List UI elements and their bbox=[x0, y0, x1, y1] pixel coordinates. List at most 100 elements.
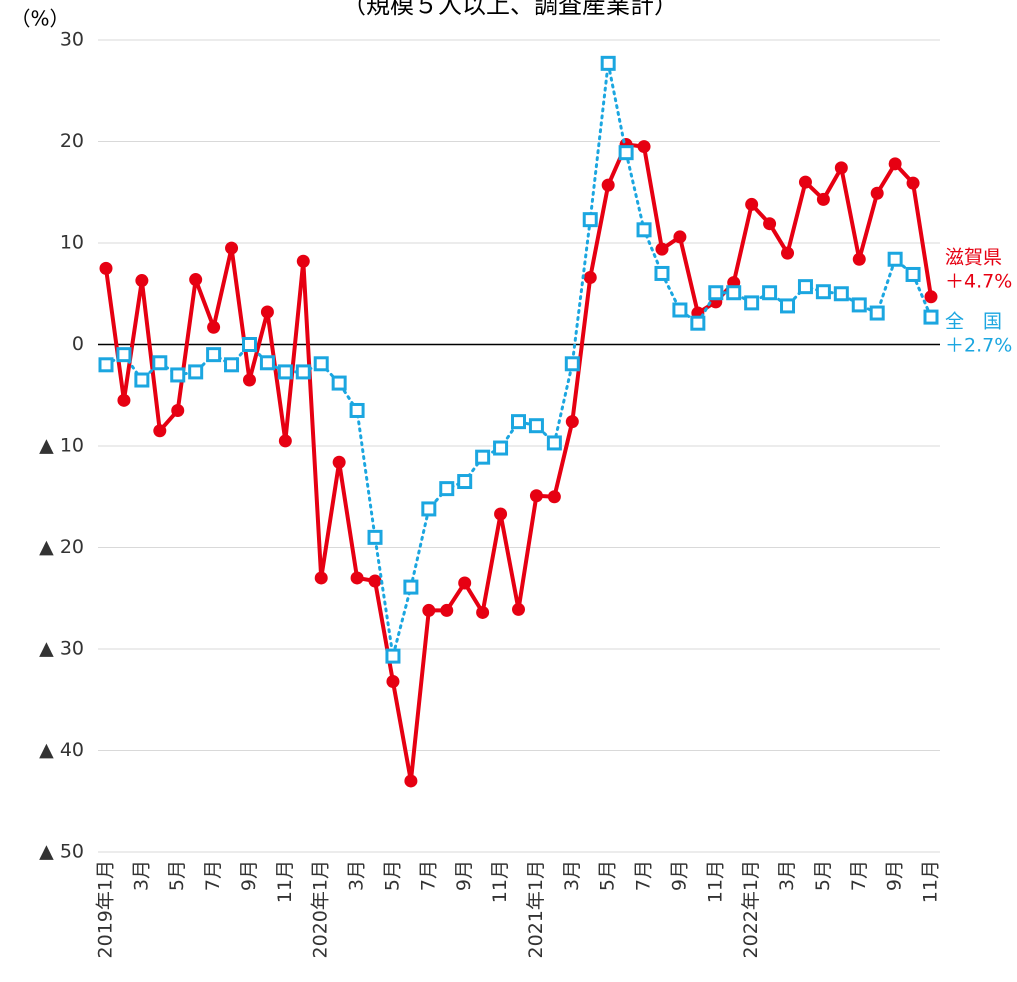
x-tick-label: 2021年1月 bbox=[525, 860, 547, 958]
point bbox=[295, 364, 311, 380]
point bbox=[869, 305, 885, 321]
point bbox=[403, 579, 419, 595]
point bbox=[331, 375, 347, 391]
y-tick-label: ▲ 50 bbox=[39, 841, 84, 863]
x-tick-label: 9月 bbox=[884, 860, 906, 891]
legend-label: 滋賀県 bbox=[945, 247, 1002, 269]
x-tick-label: 2022年1月 bbox=[740, 860, 762, 958]
point bbox=[170, 367, 186, 383]
point bbox=[117, 393, 131, 407]
x-tick-label: 5月 bbox=[166, 860, 188, 891]
point bbox=[152, 355, 168, 371]
point bbox=[564, 356, 580, 372]
point bbox=[905, 266, 921, 282]
point bbox=[547, 490, 561, 504]
point bbox=[296, 254, 310, 268]
point bbox=[404, 774, 418, 788]
point bbox=[726, 285, 742, 301]
point bbox=[763, 217, 777, 231]
series-annotation: ＋4.7% bbox=[945, 271, 1012, 293]
point bbox=[189, 273, 203, 287]
point bbox=[458, 576, 472, 590]
x-tick-label: 9月 bbox=[453, 860, 475, 891]
point bbox=[797, 279, 813, 295]
point bbox=[457, 474, 473, 490]
point bbox=[672, 302, 688, 318]
x-tick-label: 11月 bbox=[920, 860, 942, 903]
point bbox=[278, 434, 292, 448]
point bbox=[923, 309, 939, 325]
point bbox=[511, 414, 526, 430]
point bbox=[313, 356, 329, 372]
point bbox=[600, 55, 616, 71]
point bbox=[888, 157, 902, 171]
point bbox=[798, 175, 812, 189]
point bbox=[134, 372, 150, 388]
point bbox=[188, 364, 204, 380]
point bbox=[690, 315, 706, 331]
point bbox=[332, 455, 346, 469]
point bbox=[870, 186, 884, 200]
point bbox=[833, 286, 849, 302]
point bbox=[637, 140, 651, 154]
x-tick-label: 7月 bbox=[848, 860, 870, 891]
point bbox=[476, 605, 490, 619]
x-tick-label: 2020年1月 bbox=[310, 860, 332, 958]
x-tick-label: 3月 bbox=[561, 860, 583, 891]
point bbox=[618, 145, 634, 161]
point bbox=[781, 246, 795, 260]
point bbox=[277, 364, 293, 380]
point bbox=[350, 571, 364, 585]
y-tick-label: 10 bbox=[60, 232, 84, 254]
point bbox=[98, 357, 114, 373]
point bbox=[655, 242, 669, 256]
point bbox=[744, 295, 760, 311]
y-tick-label: 0 bbox=[72, 333, 84, 355]
point bbox=[475, 449, 491, 465]
point bbox=[887, 251, 903, 267]
x-tick-label: 3月 bbox=[346, 860, 368, 891]
point bbox=[314, 571, 328, 585]
point bbox=[439, 481, 455, 497]
point bbox=[546, 435, 562, 451]
x-tick-label: 7月 bbox=[202, 860, 224, 891]
point bbox=[116, 347, 132, 363]
point bbox=[385, 648, 401, 664]
x-tick-label: 5月 bbox=[381, 860, 403, 891]
point bbox=[852, 252, 866, 266]
point bbox=[924, 290, 938, 304]
point bbox=[673, 230, 687, 244]
x-tick-label: 3月 bbox=[130, 860, 152, 891]
point bbox=[225, 241, 239, 255]
point bbox=[762, 285, 778, 301]
x-tick-label: 11月 bbox=[704, 860, 726, 903]
point bbox=[386, 674, 400, 688]
point bbox=[816, 192, 830, 206]
point bbox=[582, 212, 598, 228]
point bbox=[708, 285, 724, 301]
point bbox=[206, 347, 222, 363]
point bbox=[906, 176, 920, 190]
point bbox=[565, 415, 579, 429]
point bbox=[207, 320, 221, 334]
point bbox=[242, 373, 256, 387]
point bbox=[834, 161, 848, 175]
point bbox=[512, 602, 525, 616]
point bbox=[260, 305, 274, 319]
series-annotation: ＋2.7% bbox=[945, 335, 1012, 357]
legend-label: 全 国 bbox=[945, 311, 1002, 333]
x-tick-label: 11月 bbox=[274, 860, 296, 903]
x-tick-label: 7月 bbox=[417, 860, 439, 891]
point bbox=[601, 178, 615, 192]
x-tick-label: 2019年1月 bbox=[95, 860, 117, 958]
point bbox=[349, 402, 365, 418]
point bbox=[440, 603, 454, 617]
x-tick-label: 11月 bbox=[489, 860, 511, 903]
point bbox=[421, 501, 437, 517]
series-line bbox=[104, 142, 933, 783]
point bbox=[851, 297, 867, 313]
point bbox=[367, 529, 383, 545]
point bbox=[780, 298, 796, 314]
point bbox=[99, 261, 113, 275]
point bbox=[422, 603, 436, 617]
